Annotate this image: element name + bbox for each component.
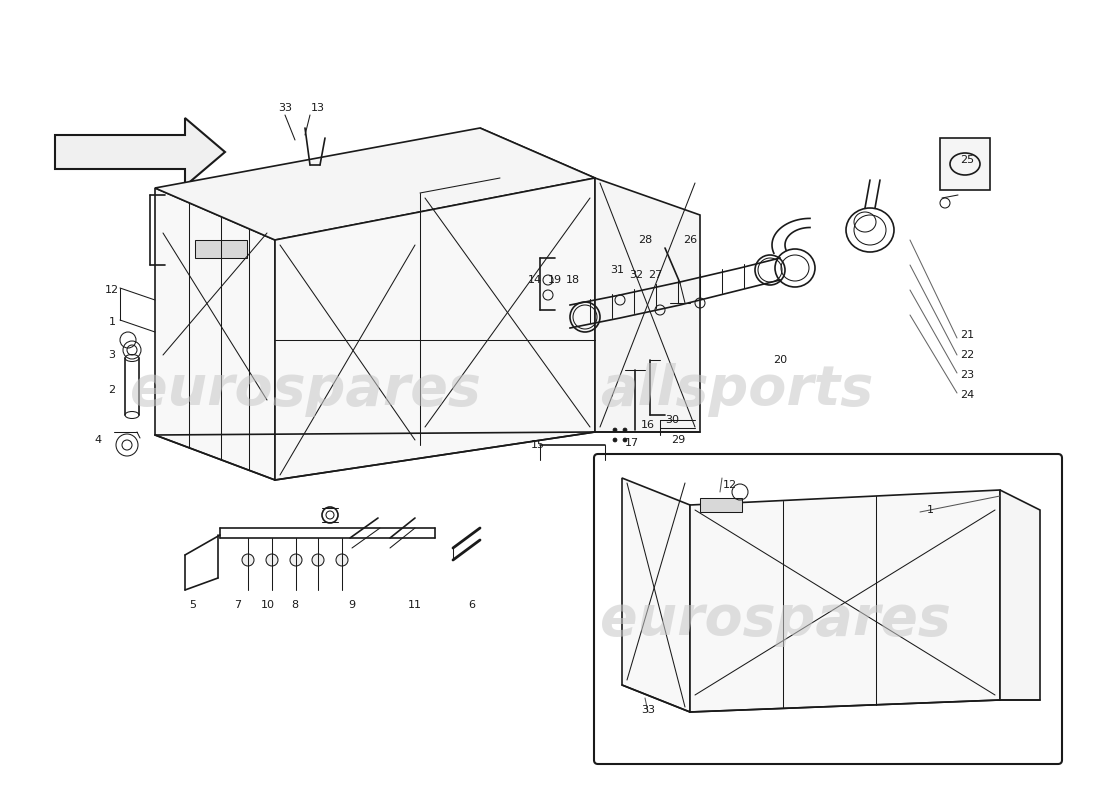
Text: 9: 9 — [349, 600, 355, 610]
Polygon shape — [55, 118, 225, 186]
Text: 1: 1 — [109, 317, 116, 327]
Text: 31: 31 — [610, 265, 624, 275]
Text: 30: 30 — [666, 415, 679, 425]
Text: 28: 28 — [638, 235, 652, 245]
Text: 29: 29 — [671, 435, 685, 445]
Polygon shape — [595, 178, 700, 432]
Text: 20: 20 — [773, 355, 788, 365]
Text: 10: 10 — [261, 600, 275, 610]
Polygon shape — [155, 128, 595, 240]
Text: 7: 7 — [234, 600, 242, 610]
Text: 22: 22 — [960, 350, 975, 360]
Circle shape — [242, 554, 254, 566]
Polygon shape — [1000, 490, 1040, 700]
Text: 15: 15 — [531, 440, 544, 450]
Text: 12: 12 — [104, 285, 119, 295]
Text: 26: 26 — [683, 235, 697, 245]
FancyBboxPatch shape — [594, 454, 1062, 764]
Text: 2: 2 — [109, 385, 116, 395]
Text: 14: 14 — [528, 275, 542, 285]
Text: 3: 3 — [109, 350, 116, 360]
Text: 32: 32 — [629, 270, 644, 280]
Text: 33: 33 — [278, 103, 292, 113]
Polygon shape — [155, 188, 275, 480]
Text: 33: 33 — [641, 705, 654, 715]
Text: 27: 27 — [648, 270, 662, 280]
Text: 18: 18 — [565, 275, 580, 285]
Text: 23: 23 — [960, 370, 975, 380]
Text: 8: 8 — [292, 600, 298, 610]
Circle shape — [623, 438, 627, 442]
Text: 12: 12 — [723, 480, 737, 490]
Text: 25: 25 — [960, 155, 975, 165]
Polygon shape — [621, 478, 690, 712]
Bar — [700, 498, 743, 512]
Circle shape — [266, 554, 278, 566]
Polygon shape — [690, 490, 1000, 712]
Circle shape — [312, 554, 324, 566]
Polygon shape — [275, 178, 595, 480]
Circle shape — [623, 428, 627, 432]
Text: 4: 4 — [95, 435, 101, 445]
Text: 19: 19 — [548, 275, 562, 285]
Polygon shape — [940, 138, 990, 190]
Text: 16: 16 — [641, 420, 654, 430]
Text: 17: 17 — [625, 438, 639, 448]
Text: 11: 11 — [408, 600, 422, 610]
Text: allsports: allsports — [600, 363, 873, 417]
Bar — [195, 240, 248, 258]
Text: eurospares: eurospares — [600, 593, 950, 647]
Text: eurospares: eurospares — [130, 363, 481, 417]
Circle shape — [290, 554, 303, 566]
Circle shape — [613, 428, 617, 432]
Circle shape — [613, 438, 617, 442]
Text: 5: 5 — [189, 600, 197, 610]
Text: 6: 6 — [469, 600, 475, 610]
Circle shape — [336, 554, 348, 566]
Text: 13: 13 — [311, 103, 324, 113]
Text: 1: 1 — [926, 505, 934, 515]
Text: 24: 24 — [960, 390, 975, 400]
Text: 21: 21 — [960, 330, 975, 340]
